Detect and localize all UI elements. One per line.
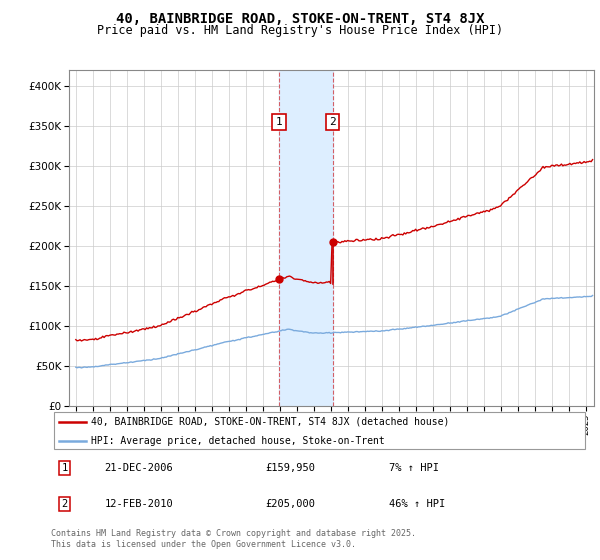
Text: 1: 1 <box>61 463 68 473</box>
Text: 46% ↑ HPI: 46% ↑ HPI <box>389 499 446 509</box>
Text: 40, BAINBRIDGE ROAD, STOKE-ON-TRENT, ST4 8JX (detached house): 40, BAINBRIDGE ROAD, STOKE-ON-TRENT, ST4… <box>91 417 449 427</box>
Text: HPI: Average price, detached house, Stoke-on-Trent: HPI: Average price, detached house, Stok… <box>91 436 385 446</box>
Text: 2: 2 <box>329 117 336 127</box>
Text: £205,000: £205,000 <box>266 499 316 509</box>
Text: 21-DEC-2006: 21-DEC-2006 <box>105 463 173 473</box>
Text: 2: 2 <box>61 499 68 509</box>
Text: £159,950: £159,950 <box>266 463 316 473</box>
Text: 12-FEB-2010: 12-FEB-2010 <box>105 499 173 509</box>
Text: 1: 1 <box>276 117 283 127</box>
Text: Price paid vs. HM Land Registry's House Price Index (HPI): Price paid vs. HM Land Registry's House … <box>97 24 503 36</box>
Text: Contains HM Land Registry data © Crown copyright and database right 2025.
This d: Contains HM Land Registry data © Crown c… <box>51 529 416 549</box>
Text: 40, BAINBRIDGE ROAD, STOKE-ON-TRENT, ST4 8JX: 40, BAINBRIDGE ROAD, STOKE-ON-TRENT, ST4… <box>116 12 484 26</box>
FancyBboxPatch shape <box>53 413 586 449</box>
Bar <box>279 70 332 406</box>
Text: 7% ↑ HPI: 7% ↑ HPI <box>389 463 439 473</box>
